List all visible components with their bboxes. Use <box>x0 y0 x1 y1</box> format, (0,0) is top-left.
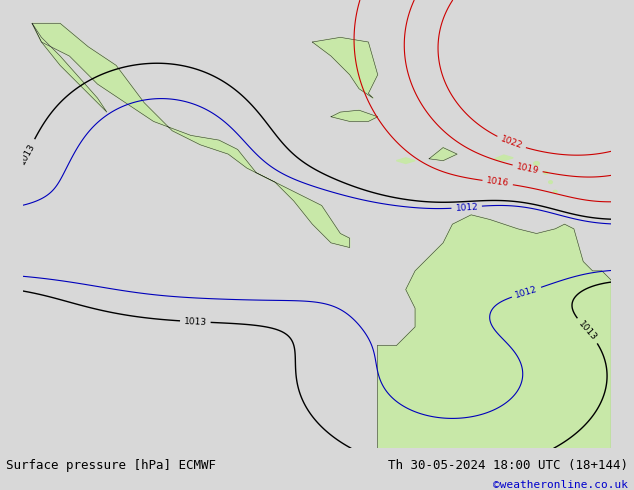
Polygon shape <box>544 172 548 174</box>
Polygon shape <box>32 24 107 112</box>
Polygon shape <box>553 191 557 193</box>
Text: 1016: 1016 <box>486 176 510 189</box>
Polygon shape <box>378 215 611 448</box>
Text: 1012: 1012 <box>514 285 539 300</box>
Text: 1013: 1013 <box>577 319 598 342</box>
Text: 1013: 1013 <box>184 317 207 327</box>
Text: ©weatheronline.co.uk: ©weatheronline.co.uk <box>493 480 628 490</box>
Text: Th 30-05-2024 18:00 UTC (18+144): Th 30-05-2024 18:00 UTC (18+144) <box>387 459 628 471</box>
Polygon shape <box>396 158 415 164</box>
Polygon shape <box>534 162 540 165</box>
Text: 1012: 1012 <box>455 202 479 213</box>
Text: 1013: 1013 <box>18 142 37 166</box>
Text: Surface pressure [hPa] ECMWF: Surface pressure [hPa] ECMWF <box>6 459 216 471</box>
Polygon shape <box>429 147 457 161</box>
Polygon shape <box>548 181 552 184</box>
Polygon shape <box>32 24 350 247</box>
Text: 1022: 1022 <box>499 135 524 151</box>
Polygon shape <box>313 37 378 98</box>
Text: 1019: 1019 <box>515 162 540 175</box>
Polygon shape <box>495 155 513 161</box>
Polygon shape <box>331 110 378 122</box>
